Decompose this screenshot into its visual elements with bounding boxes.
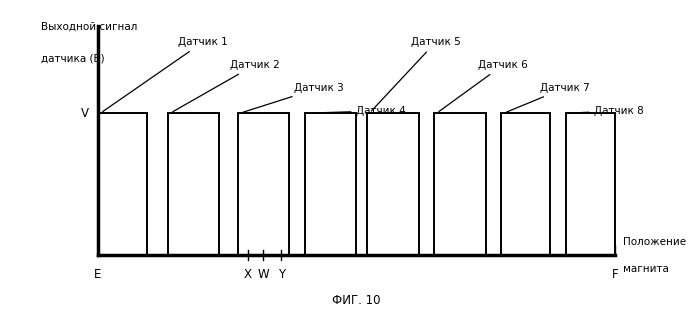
Bar [305, 113, 356, 255]
Text: E: E [94, 267, 101, 281]
Text: магнита: магнита [623, 264, 669, 274]
Text: Выходной сигнал: Выходной сигнал [41, 22, 137, 32]
Bar [501, 113, 551, 255]
Text: Датчик 4: Датчик 4 [310, 106, 406, 116]
Bar [238, 113, 289, 255]
Bar [98, 113, 147, 255]
Text: F: F [612, 267, 619, 281]
Bar [367, 113, 419, 255]
Text: Датчик 7: Датчик 7 [507, 83, 590, 112]
Text: V: V [80, 107, 89, 120]
Bar [168, 113, 219, 255]
Text: Датчик 6: Датчик 6 [439, 60, 528, 112]
Text: Датчик 3: Датчик 3 [243, 83, 344, 112]
Bar [566, 113, 615, 255]
Bar [434, 113, 486, 255]
Text: Положение: Положение [623, 237, 686, 248]
Text: датчика (В): датчика (В) [41, 54, 105, 64]
Text: ФИГ. 10: ФИГ. 10 [332, 294, 381, 307]
Text: W: W [257, 267, 269, 281]
Text: Датчик 1: Датчик 1 [103, 37, 228, 112]
Text: Y: Y [278, 267, 285, 281]
Text: Датчик 5: Датчик 5 [371, 37, 461, 111]
Text: Датчик 8: Датчик 8 [571, 106, 644, 116]
Text: X: X [244, 267, 252, 281]
Text: Датчик 2: Датчик 2 [173, 60, 280, 112]
